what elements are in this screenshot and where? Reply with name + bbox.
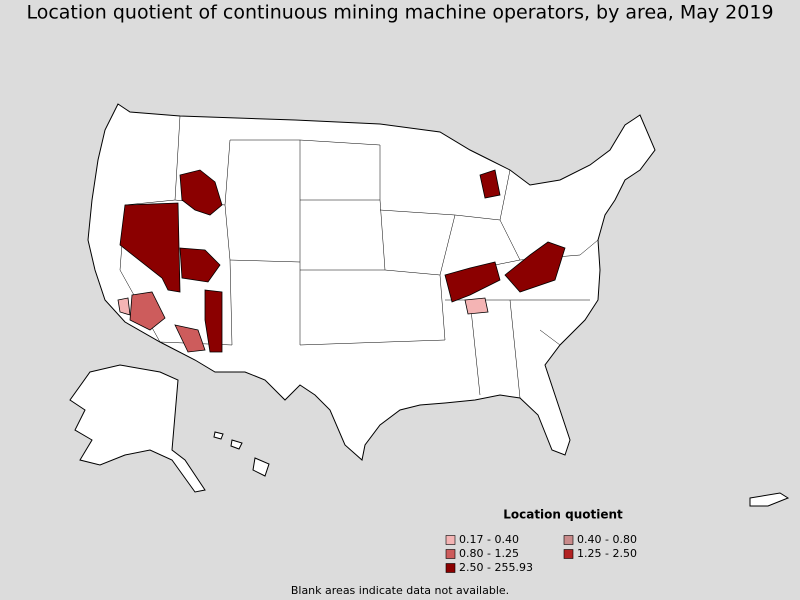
legend-swatch xyxy=(445,535,456,545)
legend-swatch xyxy=(563,535,574,545)
legend-swatch xyxy=(445,549,456,559)
legend-swatch xyxy=(445,563,456,573)
map-title: Location quotient of continuous mining m… xyxy=(26,2,773,24)
area-nevada xyxy=(119,202,181,293)
legend-swatch xyxy=(563,549,574,559)
area-new-mexico xyxy=(204,289,223,353)
legend-label: 2.50 - 255.93 xyxy=(459,561,533,574)
footnote: Blank areas indicate data not available. xyxy=(291,584,509,597)
hawaii xyxy=(213,431,270,477)
area-kentucky-wv xyxy=(504,241,566,293)
legend-label: 0.17 - 0.40 xyxy=(459,533,519,546)
area-california xyxy=(117,297,131,316)
alaska xyxy=(69,364,206,493)
legend-label: 0.80 - 1.25 xyxy=(459,547,519,560)
legend: 0.17 - 0.40 0.40 - 0.80 0.80 - 1.25 1.25 - … xyxy=(445,533,637,574)
legend-title: Location quotient xyxy=(503,508,623,522)
area-utah xyxy=(179,247,221,283)
area-idaho xyxy=(179,169,223,216)
area-borders xyxy=(119,115,599,399)
puerto-rico xyxy=(749,492,790,507)
area-arizona-west xyxy=(129,291,166,331)
legend-label: 0.40 - 0.80 xyxy=(577,533,637,546)
area-tennessee xyxy=(464,297,489,315)
area-michigan xyxy=(479,169,501,199)
area-arizona-south xyxy=(174,324,206,353)
us-mainland xyxy=(87,103,656,461)
area-illinois-indiana xyxy=(444,261,501,303)
legend-label: 1.25 - 2.50 xyxy=(577,547,637,560)
